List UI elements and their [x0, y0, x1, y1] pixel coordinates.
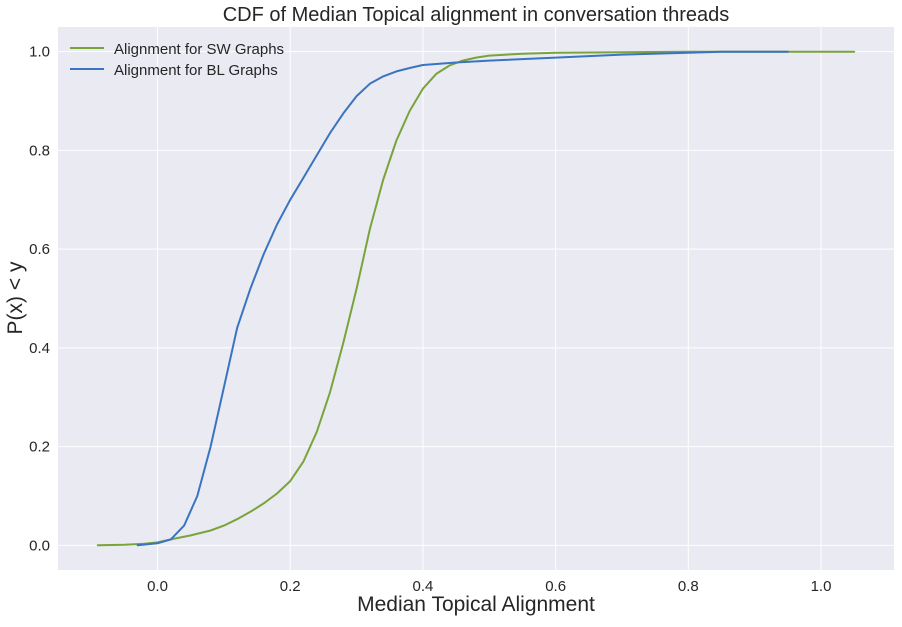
y-axis-label: P(x) < y [4, 261, 27, 334]
y-tick-label: 1.0 [29, 44, 50, 61]
legend-label-bl-graphs: Alignment for BL Graphs [114, 62, 278, 79]
y-tick-label: 0.6 [29, 241, 50, 258]
x-tick-label: 0.4 [412, 578, 433, 595]
series-lines [96, 50, 856, 547]
x-tick-label: 0.8 [678, 578, 699, 595]
x-axis-label: Median Topical Alignment [357, 593, 595, 616]
y-tick-label: 0.8 [29, 142, 50, 159]
y-tick-label: 0.4 [29, 340, 50, 357]
legend-label-sw-graphs: Alignment for SW Graphs [114, 41, 284, 58]
y-tick-label: 0.0 [29, 537, 50, 554]
x-tick-label: 0.0 [147, 578, 168, 595]
x-tick-label: 0.2 [280, 578, 301, 595]
grid-lines [58, 27, 894, 570]
x-tick-label: 1.0 [811, 578, 832, 595]
series-line-bl-graphs [136, 50, 789, 547]
legend: Alignment for SW Graphs Alignment for BL… [70, 41, 284, 79]
y-tick-label: 0.2 [29, 439, 50, 456]
plot-area-background [58, 27, 894, 570]
x-tick-label: 0.6 [545, 578, 566, 595]
series-line-sw-graphs [96, 50, 856, 547]
tick-labels: 0.0 0.2 0.4 0.6 0.8 1.0 0.0 0.2 0.4 0.6 0.8 1.0 [29, 44, 831, 595]
chart-title: CDF of Median Topical alignment in conve… [223, 4, 730, 26]
